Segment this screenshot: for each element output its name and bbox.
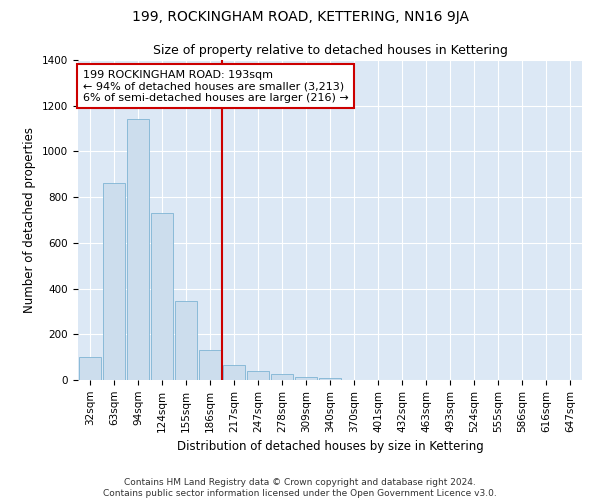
Y-axis label: Number of detached properties: Number of detached properties xyxy=(23,127,37,313)
Bar xyxy=(127,120,149,380)
Text: 199, ROCKINGHAM ROAD, KETTERING, NN16 9JA: 199, ROCKINGHAM ROAD, KETTERING, NN16 9J… xyxy=(131,10,469,24)
Bar xyxy=(175,301,197,380)
X-axis label: Distribution of detached houses by size in Kettering: Distribution of detached houses by size … xyxy=(176,440,484,453)
Text: Contains HM Land Registry data © Crown copyright and database right 2024.
Contai: Contains HM Land Registry data © Crown c… xyxy=(103,478,497,498)
Bar xyxy=(199,350,221,380)
Text: 199 ROCKINGHAM ROAD: 193sqm
← 94% of detached houses are smaller (3,213)
6% of s: 199 ROCKINGHAM ROAD: 193sqm ← 94% of det… xyxy=(83,70,349,103)
Bar xyxy=(223,365,245,380)
Bar xyxy=(79,357,101,380)
Bar xyxy=(247,372,269,380)
Bar xyxy=(319,378,341,380)
Bar xyxy=(103,184,125,380)
Bar xyxy=(295,376,317,380)
Title: Size of property relative to detached houses in Kettering: Size of property relative to detached ho… xyxy=(152,44,508,58)
Bar xyxy=(271,374,293,380)
Bar xyxy=(151,213,173,380)
